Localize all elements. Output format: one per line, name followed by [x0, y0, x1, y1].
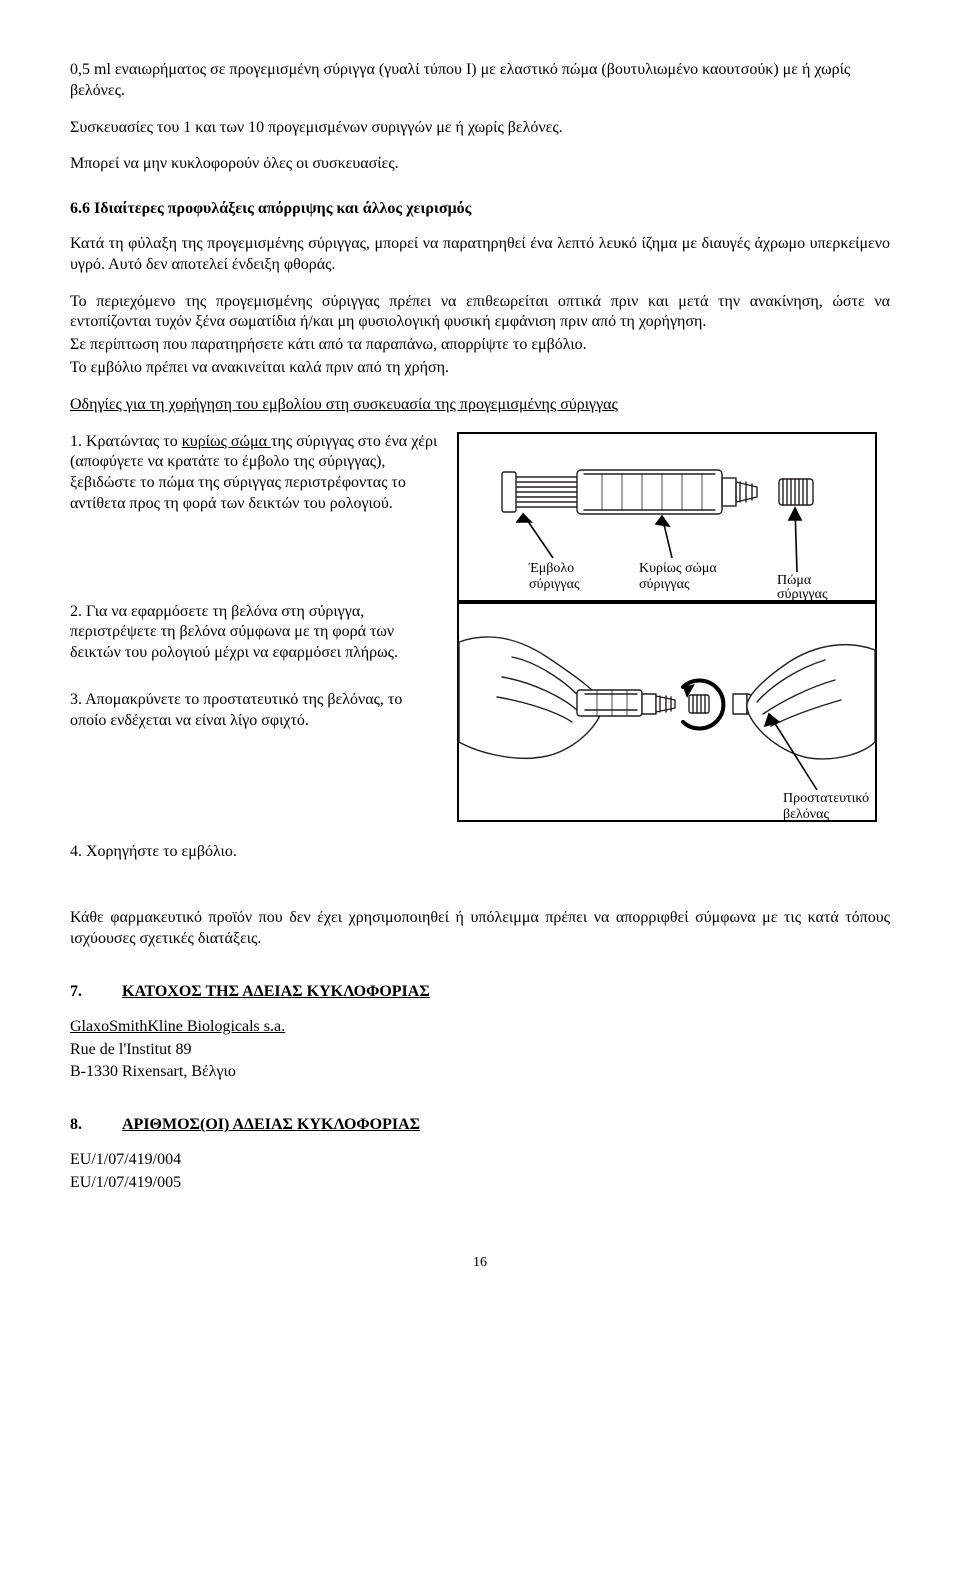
page-number: 16: [70, 1254, 890, 1272]
fig2-label-shield-1: Προστατευτικό: [783, 791, 869, 806]
step-2-text: 2. Για να εφαρμόσετε τη βελόνα στη σύριγ…: [70, 602, 439, 664]
step-1-row: 1. Κρατώντας το κυρίως σώμα της σύριγγας…: [70, 432, 890, 602]
section-7-number: 7.: [70, 982, 104, 1003]
step-1-underline: κυρίως σώμα: [182, 433, 271, 450]
step-1-text: 1. Κρατώντας το κυρίως σώμα της σύριγγας…: [70, 432, 439, 531]
step-2-3-text: 2. Για να εφαρμόσετε τη βελόνα στη σύριγ…: [70, 602, 439, 748]
instructions-heading-text: Οδηγίες για τη χορήγηση του εμβολίου στη…: [70, 396, 618, 413]
section-8-heading: 8. ΑΡΙΘΜΟΣ(ΟΙ) ΑΔΕΙΑΣ ΚΥΚΛΟΦΟΡΙΑΣ: [70, 1115, 890, 1136]
section-6-6-paragraph-a: Κατά τη φύλαξη της προγεμισμένης σύριγγα…: [70, 234, 890, 276]
fig1-label-plunger-1: Έμβολο: [528, 561, 574, 576]
holder-line-1: GlaxoSmithKline Biologicals s.a.: [70, 1018, 285, 1035]
holder-line-3: B-1330 Rixensart, Βέλγιο: [70, 1062, 890, 1083]
step-3-text: 3. Απομακρύνετε το προστατευτικό της βελ…: [70, 690, 439, 732]
fig1-label-body-1: Κυρίως σώμα: [639, 561, 717, 576]
ma-number-2: EU/1/07/419/005: [70, 1173, 890, 1194]
section-6-6-paragraph-d: Το εμβόλιο πρέπει να ανακινείται καλά πρ…: [70, 358, 890, 379]
section-6-6-paragraph-c: Σε περίπτωση που παρατηρήσετε κάτι από τ…: [70, 335, 890, 356]
section-8-number: 8.: [70, 1115, 104, 1136]
syringe-diagram-2-svg: Προστατευτικό βελόνας: [457, 602, 877, 822]
section-8-label: ΑΡΙΘΜΟΣ(ΟΙ) ΑΔΕΙΑΣ ΚΥΚΛΟΦΟΡΙΑΣ: [122, 1115, 420, 1136]
holder-line-2: Rue de l'Institut 89: [70, 1040, 890, 1061]
intro-paragraph-2: Συσκευασίες του 1 και των 10 προγεμισμέν…: [70, 118, 890, 139]
intro-paragraph-1: 0,5 ml εναιωρήματος σε προγεμισμένη σύρι…: [70, 60, 890, 102]
figure-2: Προστατευτικό βελόνας: [457, 602, 890, 822]
disposal-paragraph: Κάθε φαρμακευτικό προϊόν που δεν έχει χρ…: [70, 908, 890, 950]
intro-paragraph-3: Μπορεί να μην κυκλοφορούν όλες οι συσκευ…: [70, 154, 890, 175]
fig1-label-cap-1: Πώμα: [777, 573, 812, 588]
fig1-label-cap-2: σύριγγας: [777, 587, 828, 602]
section-6-6-paragraph-b: Το περιεχόμενο της προγεμισμένης σύριγγα…: [70, 292, 890, 334]
figure-1: Έμβολο σύριγγας Κυρίως σώμα σύριγγας Πώμ…: [457, 432, 890, 602]
instructions-heading: Οδηγίες για τη χορήγηση του εμβολίου στη…: [70, 395, 890, 416]
section-7-label: ΚΑΤΟΧΟΣ ΤΗΣ ΑΔΕΙΑΣ ΚΥΚΛΟΦΟΡΙΑΣ: [122, 982, 430, 1003]
step-4-text: 4. Χορηγήστε το εμβόλιο.: [70, 842, 890, 863]
fig2-label-shield-2: βελόνας: [783, 807, 829, 822]
syringe-diagram-1-svg: Έμβολο σύριγγας Κυρίως σώμα σύριγγας Πώμ…: [457, 432, 877, 602]
fig1-label-plunger-2: σύριγγας: [529, 577, 580, 592]
fig1-label-body-2: σύριγγας: [639, 577, 690, 592]
step-1-pre: 1. Κρατώντας το: [70, 433, 182, 450]
section-7-heading: 7. ΚΑΤΟΧΟΣ ΤΗΣ ΑΔΕΙΑΣ ΚΥΚΛΟΦΟΡΙΑΣ: [70, 982, 890, 1003]
ma-number-1: EU/1/07/419/004: [70, 1150, 890, 1171]
section-6-6-heading: 6.6 Ιδιαίτερες προφυλάξεις απόρριψης και…: [70, 199, 890, 220]
step-2-3-row: 2. Για να εφαρμόσετε τη βελόνα στη σύριγ…: [70, 602, 890, 822]
